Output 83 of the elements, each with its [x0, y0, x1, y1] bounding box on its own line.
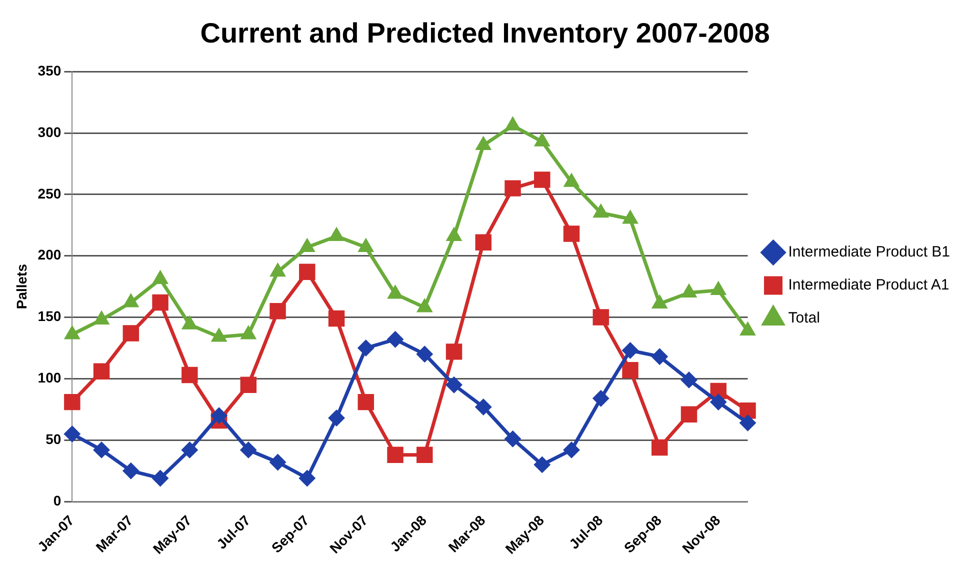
point — [740, 323, 755, 336]
point — [64, 426, 80, 442]
point — [153, 271, 168, 284]
point — [446, 377, 462, 393]
point — [592, 309, 609, 326]
point — [122, 325, 140, 342]
y-axis-title: Pallets — [13, 264, 30, 310]
point — [65, 326, 80, 340]
point — [93, 363, 110, 380]
point — [682, 284, 696, 298]
point — [740, 402, 756, 419]
chart-title: Current and Predicted Inventory 2007-2008 — [200, 18, 770, 49]
y-tick-label: 300 — [38, 124, 62, 140]
point — [476, 399, 492, 415]
point — [504, 180, 521, 196]
point — [211, 408, 227, 424]
point — [622, 342, 638, 358]
y-tick-label: 0 — [53, 492, 62, 508]
legend-label: Total — [788, 310, 820, 327]
y-tick-label: 50 — [46, 430, 62, 447]
point — [387, 446, 404, 463]
point — [622, 362, 638, 378]
point — [505, 431, 521, 447]
point — [94, 442, 110, 458]
point — [710, 394, 726, 410]
y-tick-label: 150 — [38, 308, 62, 324]
point — [711, 282, 726, 296]
point — [241, 326, 256, 340]
point — [358, 240, 373, 252]
point — [300, 240, 314, 252]
point — [593, 390, 609, 406]
point — [358, 340, 374, 356]
point — [182, 316, 197, 330]
point — [534, 172, 550, 188]
point — [152, 470, 168, 486]
point — [328, 310, 345, 327]
legend-label: Intermediate Product A1 — [788, 276, 950, 294]
point — [594, 205, 608, 218]
point — [446, 344, 462, 360]
point — [299, 264, 316, 280]
point — [535, 134, 550, 146]
point — [623, 211, 638, 224]
point — [270, 454, 286, 470]
point — [358, 394, 374, 410]
point — [534, 456, 550, 472]
point — [328, 410, 344, 426]
point — [94, 312, 108, 324]
y-tick-label: 200 — [38, 246, 62, 263]
point — [652, 348, 668, 364]
point — [447, 228, 461, 241]
legend-label: Intermediate Product B1 — [788, 244, 950, 261]
point — [270, 264, 285, 277]
y-tick-label: 250 — [38, 185, 62, 202]
point — [416, 446, 433, 463]
point — [270, 303, 286, 320]
point — [182, 442, 198, 458]
y-tick-label: 350 — [38, 62, 62, 78]
y-tick-label: 100 — [38, 370, 62, 386]
point — [475, 234, 492, 250]
point — [564, 442, 580, 458]
point — [123, 463, 139, 479]
point — [330, 228, 344, 241]
point — [152, 294, 168, 311]
point — [388, 286, 402, 299]
point — [64, 394, 80, 410]
point — [182, 366, 198, 384]
point — [212, 329, 226, 342]
point — [240, 442, 256, 458]
point — [388, 332, 404, 348]
point — [416, 346, 432, 362]
point — [124, 294, 138, 308]
point — [652, 439, 668, 456]
point — [740, 415, 756, 431]
point — [476, 138, 490, 150]
point — [299, 470, 315, 486]
point — [680, 406, 698, 422]
point — [563, 226, 580, 242]
point — [652, 296, 667, 309]
point — [506, 118, 520, 130]
point — [564, 174, 578, 187]
point — [681, 372, 697, 388]
point — [418, 300, 432, 312]
point — [240, 376, 257, 393]
